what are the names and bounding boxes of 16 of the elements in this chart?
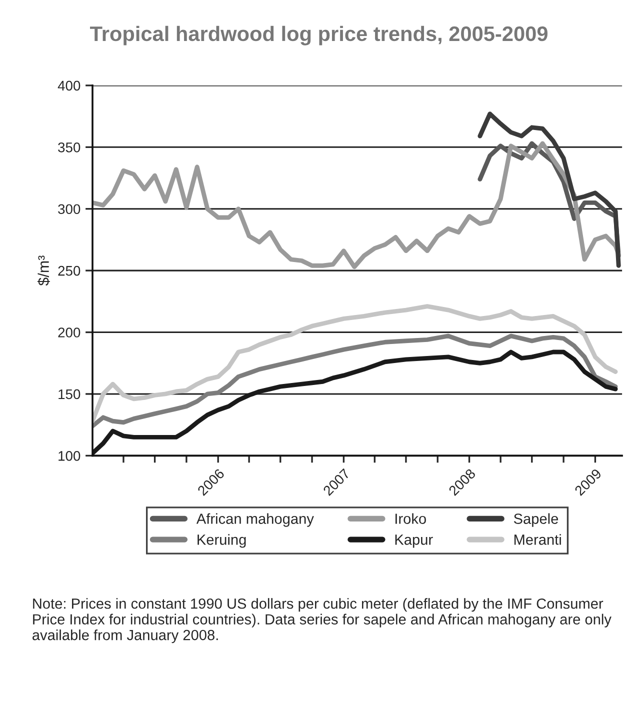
y-tick-label: 150 xyxy=(58,389,80,400)
y-axis-title: $/m³ xyxy=(38,256,50,286)
y-tick-label: 100 xyxy=(58,451,80,461)
text: Note: Prices in constant 1990 US dollars per cubic meter (deflated by the IMF Consumer Price Index for industrial countries). Data series for sapele and African mahogany are only available from January 2008. xyxy=(32,598,612,644)
legend-label: Meranti xyxy=(514,534,561,545)
legend-label: Keruing xyxy=(198,534,246,548)
y-tick-label: 250 xyxy=(58,266,80,276)
y-tick-label: 400 xyxy=(58,80,80,91)
y-tick-label: 300 xyxy=(58,204,80,214)
legend-label: Iroko xyxy=(396,513,426,524)
legend-label: Kapur xyxy=(395,534,433,548)
legend-label: African mahogany xyxy=(196,513,314,527)
y-tick-label: 350 xyxy=(58,142,80,152)
y-tick-label: 200 xyxy=(58,328,80,338)
chart-title: Tropical hardwood log price trends, 2005-2009 xyxy=(90,26,548,46)
legend-label: Sapele xyxy=(514,513,558,527)
